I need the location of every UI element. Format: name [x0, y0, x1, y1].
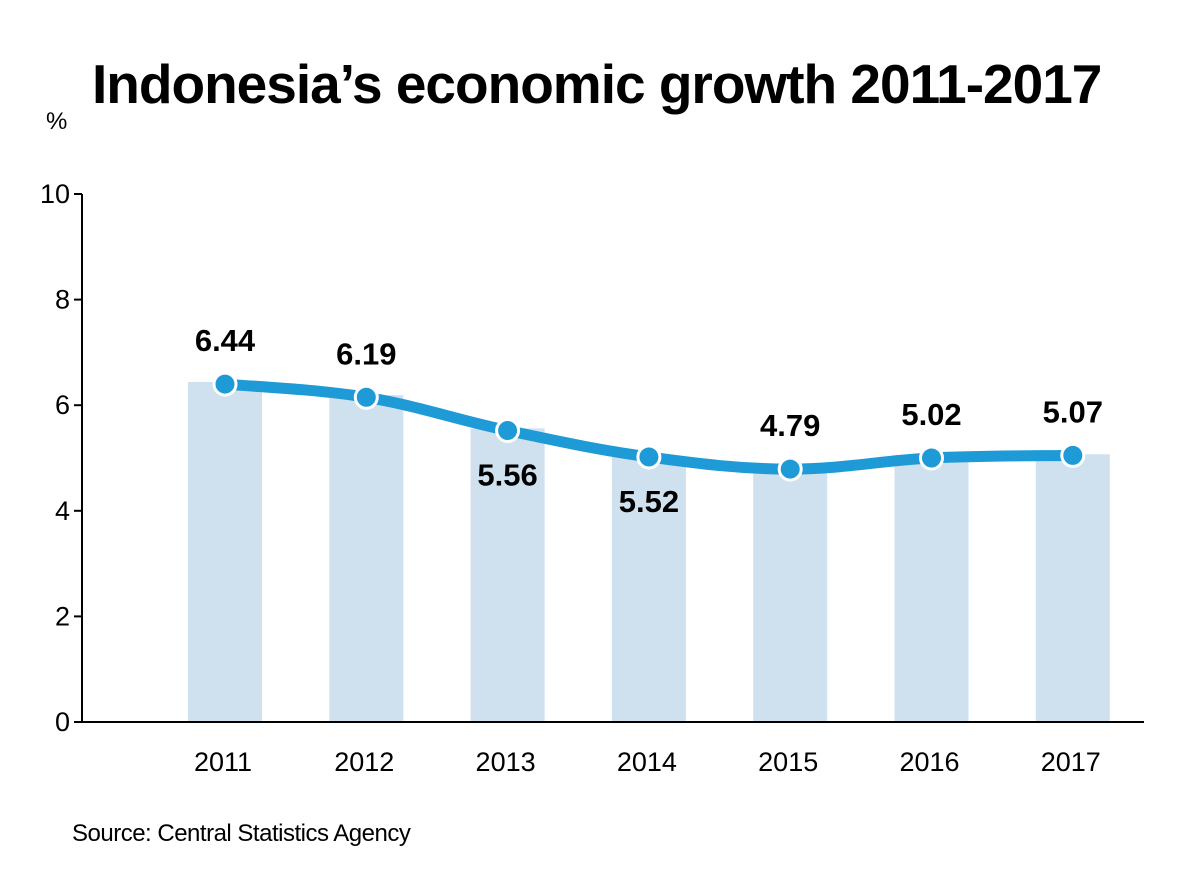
- y-tick-label-0: 0: [55, 707, 70, 737]
- bars-layer: [188, 381, 1110, 722]
- x-tick-label-2013: 2013: [476, 747, 536, 777]
- y-tick-label-8: 8: [55, 285, 70, 315]
- data-label-2015: 4.79: [760, 408, 820, 443]
- data-label-2014: 5.52: [619, 484, 679, 519]
- bar-2014: [611, 456, 686, 722]
- x-tick-label-2011: 2011: [194, 747, 252, 777]
- bar-2017: [1035, 454, 1110, 722]
- chart-title: Indonesia’s economic growth 2011-2017: [92, 53, 1102, 115]
- y-tick-label-10: 10: [40, 179, 70, 209]
- y-tick-label-2: 2: [55, 601, 70, 631]
- data-label-2012: 6.19: [336, 336, 396, 371]
- source-note: Source: Central Statistics Agency: [72, 820, 411, 847]
- x-tick-label-2012: 2012: [334, 747, 394, 777]
- point-2012: [353, 384, 379, 410]
- data-label-2013: 5.56: [477, 458, 537, 493]
- line-layer: [212, 371, 1086, 482]
- x-tick-label-2014: 2014: [617, 747, 677, 777]
- point-2015: [777, 456, 803, 482]
- bar-2016: [894, 456, 969, 722]
- x-tick-label-2016: 2016: [899, 747, 959, 777]
- data-label-2011: 6.44: [195, 323, 256, 358]
- labels-layer: 6.44 6.19 5.56 5.52 4.79 5.02 5.07: [195, 323, 1103, 519]
- y-axis-unit-label: %: [46, 108, 68, 135]
- bar-2011: [188, 381, 262, 722]
- point-2013: [495, 418, 521, 444]
- axes-layer: 0 2 4 6 8 10 2011 2012 2013 2014 2015 2016 2017: [40, 179, 1144, 777]
- data-label-2016: 5.02: [901, 397, 961, 432]
- point-2016: [919, 445, 944, 471]
- point-2011: [212, 371, 238, 397]
- y-tick-label-6: 6: [55, 390, 70, 420]
- bar-2012: [329, 395, 404, 722]
- point-2017: [1060, 442, 1086, 468]
- x-tick-label-2017: 2017: [1041, 747, 1101, 777]
- bar-2015: [753, 469, 828, 722]
- bar-2013: [470, 428, 545, 722]
- y-tick-label-4: 4: [55, 496, 70, 526]
- data-label-2017: 5.07: [1043, 394, 1103, 429]
- point-2014: [636, 444, 662, 470]
- x-tick-label-2015: 2015: [758, 747, 818, 777]
